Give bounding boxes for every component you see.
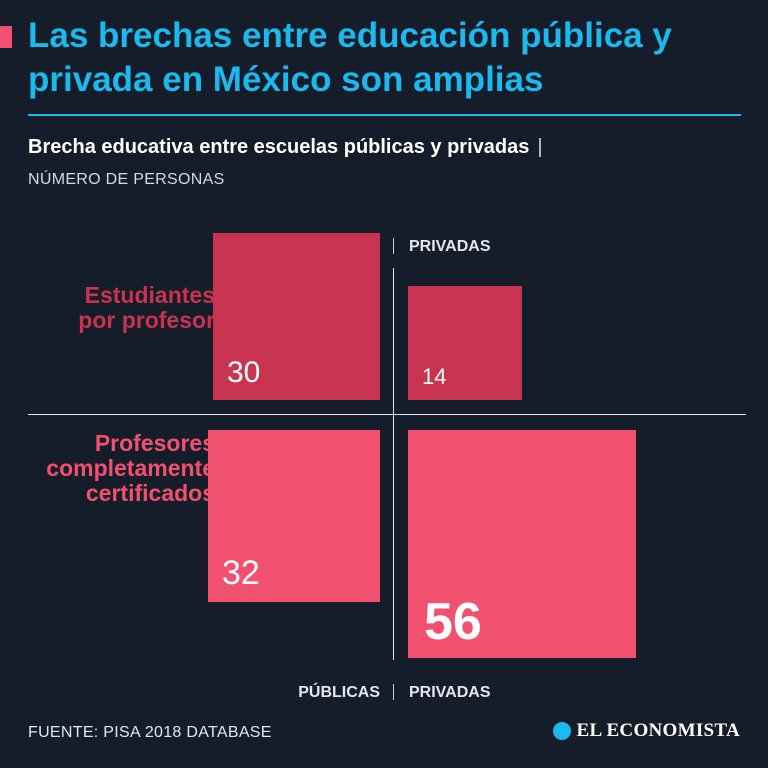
column-header-publicas-bottom: PÚBLICAS	[298, 684, 380, 701]
logo-icon	[552, 722, 571, 740]
column-header-privadas-bottom: PRIVADAS	[409, 684, 491, 701]
brand-logo: EL ECONOMISTA	[552, 720, 741, 742]
chart-units: NÚMERO DE PERSONAS	[28, 171, 225, 188]
value-label-students-per-teacher-publicas: 30	[227, 356, 261, 389]
row-label-line: completamente	[46, 455, 215, 481]
value-label-certified-teachers-publicas: 32	[222, 554, 260, 592]
row-label-line: Profesores	[94, 430, 215, 456]
square-students-per-teacher-privadas	[408, 286, 522, 400]
subtitle-separator: |	[537, 136, 543, 158]
row-label-certified-teachers: Profesores completamente certificados	[46, 431, 215, 506]
title-divider	[28, 114, 741, 116]
page-title: Las brechas entre educación pública y pr…	[28, 16, 672, 99]
source-note: FUENTE: PISA 2018 DATABASE	[28, 724, 272, 741]
row-label-line: certificados	[85, 480, 215, 506]
row-label-line: Estudiantes	[84, 282, 215, 308]
square-students-per-teacher-publicas	[213, 233, 380, 400]
vertical-axis	[393, 268, 394, 660]
row-label-line: por profesor	[78, 307, 215, 333]
column-header-separator-top	[393, 238, 394, 254]
column-header-privadas-top: PRIVADAS	[409, 238, 491, 255]
square-certified-teachers-privadas	[408, 430, 636, 658]
horizontal-axis	[28, 414, 746, 415]
column-header-separator-bottom	[393, 684, 394, 700]
value-label-certified-teachers-privadas: 56	[424, 593, 482, 651]
row-label-students-per-teacher: Estudiantes por profesor	[78, 283, 215, 333]
value-label-students-per-teacher-privadas: 14	[422, 364, 447, 389]
chart-subtitle-text: Brecha educativa entre escuelas públicas…	[28, 136, 530, 158]
chart-subtitle: Brecha educativa entre escuelas públicas…	[28, 136, 543, 159]
brand-name: EL ECONOMISTA	[576, 720, 740, 741]
accent-bar	[0, 26, 12, 48]
square-certified-teachers-publicas	[208, 430, 380, 602]
